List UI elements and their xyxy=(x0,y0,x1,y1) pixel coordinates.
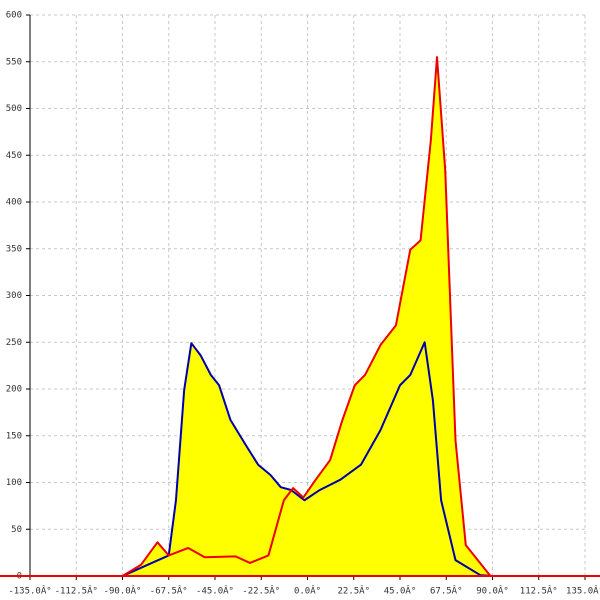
y-tick-label: 550 xyxy=(6,57,22,67)
x-tick-label: -112.5Â° xyxy=(55,585,98,597)
x-tick-label: 112.5Â° xyxy=(520,585,558,597)
x-tick-label: 135.0Â° xyxy=(566,585,600,597)
x-tick-label: 0.0Â° xyxy=(294,585,321,597)
x-tick-label: 45.0Â° xyxy=(384,585,417,597)
y-tick-label: 350 xyxy=(6,244,22,254)
x-tick-label: 90.0Â° xyxy=(476,585,509,597)
y-tick-label: 600 xyxy=(6,11,22,21)
series-line xyxy=(121,56,492,577)
y-tick-label: 150 xyxy=(6,431,22,441)
y-tick-label: 250 xyxy=(6,338,22,348)
area-fill xyxy=(122,57,491,576)
x-tick-label: -90.0Â° xyxy=(104,585,142,597)
y-tick-label: 400 xyxy=(6,198,22,208)
y-tick-label: 50 xyxy=(11,525,22,535)
x-tick-label: -67.5Â° xyxy=(150,585,188,597)
y-tick-label: 300 xyxy=(6,291,22,301)
x-tick-label: -135.0Â° xyxy=(8,585,51,597)
x-tick-label: 67.5Â° xyxy=(430,585,463,597)
x-tick-label: -45.0Â° xyxy=(196,585,234,597)
x-tick-label: 22.5Â° xyxy=(337,585,370,597)
y-tick-label: 450 xyxy=(6,151,22,161)
y-tick-label: 100 xyxy=(6,478,22,488)
x-tick-label: -22.5Â° xyxy=(242,585,280,597)
y-tick-label: 200 xyxy=(6,385,22,395)
y-tick-label: 500 xyxy=(6,104,22,114)
